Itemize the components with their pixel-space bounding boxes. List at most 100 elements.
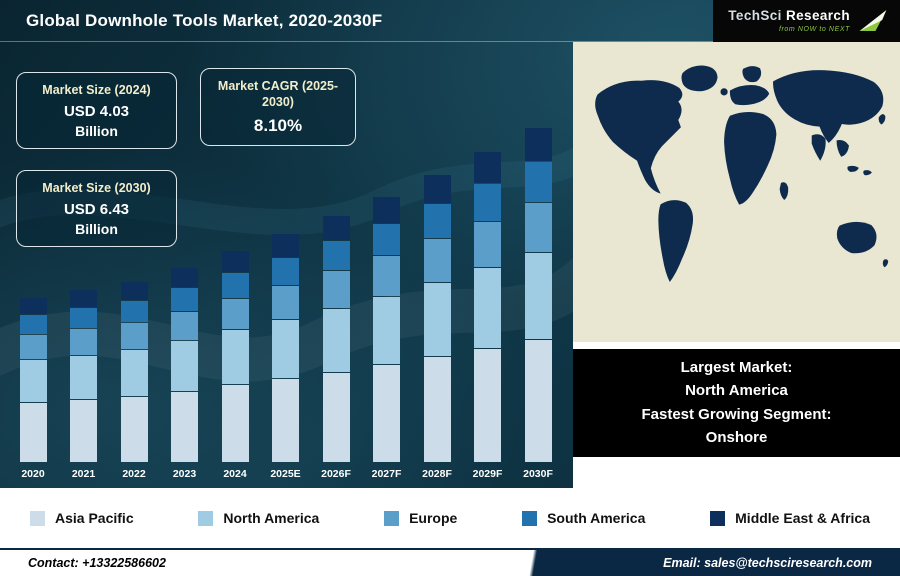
islands-japan bbox=[878, 114, 886, 125]
x-axis-label: 2020 bbox=[21, 468, 45, 480]
continent-south-america bbox=[658, 200, 694, 282]
bar-segment-europe bbox=[524, 202, 552, 252]
x-axis-label: 2022 bbox=[122, 468, 146, 480]
bar-segment-middle-east-africa bbox=[70, 290, 97, 308]
legend: Asia Pacific North America Europe South Ame… bbox=[0, 488, 900, 548]
bar-slot: 2022 bbox=[111, 282, 157, 482]
bar-segment-europe bbox=[171, 311, 198, 341]
bar-segment-europe bbox=[423, 238, 451, 282]
legend-swatch bbox=[710, 510, 726, 526]
bar-segment-south-america bbox=[120, 300, 148, 322]
stacked-bar-2024 bbox=[221, 251, 249, 462]
continent-europe bbox=[729, 85, 770, 106]
logo-wordmark: TechSci Research bbox=[728, 7, 850, 24]
highlight-line: Largest Market: bbox=[680, 358, 793, 376]
bar-slot: 2026F bbox=[313, 215, 359, 482]
x-axis-label: 2029F bbox=[472, 468, 503, 480]
stacked-bar-2030F bbox=[524, 128, 552, 462]
bar-slot: 2025E bbox=[263, 234, 309, 482]
callout-value: USD 4.03 bbox=[63, 103, 130, 121]
bar-segment-middle-east-africa bbox=[19, 298, 47, 315]
bar-segment-asia-pacific bbox=[423, 357, 451, 462]
bar-segment-south-america bbox=[221, 272, 249, 298]
bar-slot: 2029F bbox=[465, 152, 511, 482]
bar-segment-north-america bbox=[524, 252, 552, 339]
chart-panel: 2020 2021 2022 2023 2024 2025E 2026F 2027F 2028F… bbox=[0, 42, 573, 488]
bar-slot: 2023 bbox=[162, 267, 208, 482]
highlight-line: North America bbox=[685, 382, 788, 399]
islands-indonesia bbox=[847, 165, 872, 176]
logo-brand-primary: TechSci bbox=[728, 7, 782, 23]
continent-greenland bbox=[681, 65, 718, 92]
bar-segment-middle-east-africa bbox=[272, 234, 299, 258]
x-axis-label: 2026F bbox=[321, 468, 351, 480]
footer: Contact: +13322586602 Email: sales@techs… bbox=[0, 548, 900, 576]
bar-segment-asia-pacific bbox=[474, 348, 501, 462]
x-axis-label: 2025E bbox=[270, 468, 301, 480]
bar-segment-asia-pacific bbox=[221, 385, 249, 462]
bar-segment-south-america bbox=[524, 162, 552, 202]
header-divider bbox=[0, 41, 713, 42]
bar-segment-asia-pacific bbox=[373, 365, 400, 462]
bar-segment-north-america bbox=[423, 282, 451, 357]
bar-segment-europe bbox=[120, 322, 148, 350]
bar-segment-south-america bbox=[373, 224, 400, 256]
bar-segment-asia-pacific bbox=[120, 396, 148, 462]
bar-segment-asia-pacific bbox=[524, 339, 552, 462]
market-highlight-box: Largest Market: North America Fastest Gr… bbox=[573, 349, 900, 457]
stacked-bar-2025E bbox=[272, 234, 299, 462]
paper-plane-icon bbox=[859, 10, 887, 31]
legend-label: South America bbox=[547, 510, 646, 526]
header: Global Downhole Tools Market, 2020-2030F bbox=[0, 0, 900, 42]
bar-segment-north-america bbox=[120, 350, 148, 396]
bar-segment-south-america bbox=[474, 184, 501, 221]
legend-swatch bbox=[522, 510, 538, 526]
bar-segment-europe bbox=[221, 298, 249, 330]
bar-segment-south-america bbox=[70, 308, 97, 329]
bar-segment-middle-east-africa bbox=[171, 267, 198, 287]
bar-segment-middle-east-africa bbox=[322, 215, 350, 241]
stacked-bar-2021 bbox=[70, 290, 97, 462]
legend-item: Europe bbox=[384, 510, 457, 526]
bar-segment-north-america bbox=[373, 296, 400, 365]
region-british-isles bbox=[720, 88, 728, 96]
callout-value: 8.10% bbox=[253, 115, 303, 135]
island-madagascar bbox=[779, 182, 789, 201]
stacked-bar-2023 bbox=[171, 267, 198, 462]
bar-segment-middle-east-africa bbox=[423, 174, 451, 204]
bar-slot: 2030F bbox=[515, 128, 561, 482]
bar-segment-south-america bbox=[322, 241, 350, 271]
bar-segment-asia-pacific bbox=[322, 372, 350, 462]
callout-unit: Billion bbox=[75, 221, 118, 238]
bar-segment-south-america bbox=[423, 204, 451, 238]
callout-unit: Billion bbox=[75, 123, 118, 140]
bar-slot: 2028F bbox=[414, 174, 460, 482]
logo-text: TechSci Research from NOW to NEXT bbox=[728, 7, 850, 34]
callout-label: Market CAGR (2025-2030) bbox=[217, 79, 339, 110]
continent-north-america bbox=[595, 80, 683, 194]
bar-segment-asia-pacific bbox=[272, 379, 299, 462]
footer-contact: Contact: +13322586602 bbox=[28, 556, 166, 570]
bar-segment-north-america bbox=[171, 341, 198, 391]
bar-segment-asia-pacific bbox=[171, 391, 198, 462]
stacked-bar-2020 bbox=[19, 298, 47, 462]
legend-item: North America bbox=[198, 510, 319, 526]
bar-segment-north-america bbox=[70, 355, 97, 400]
x-axis-label: 2021 bbox=[71, 468, 96, 480]
bar-segment-middle-east-africa bbox=[221, 251, 249, 272]
page-title: Global Downhole Tools Market, 2020-2030F bbox=[26, 11, 383, 30]
bar-segment-south-america bbox=[19, 315, 47, 335]
legend-label: Asia Pacific bbox=[55, 510, 134, 526]
legend-swatch bbox=[30, 510, 45, 526]
region-india bbox=[811, 134, 826, 161]
x-axis-label: 2030F bbox=[523, 468, 553, 480]
bar-segment-middle-east-africa bbox=[373, 196, 400, 224]
legend-item: South America bbox=[522, 510, 645, 526]
bar-segment-south-america bbox=[171, 287, 198, 311]
market-cagr-callout: Market CAGR (2025-2030) 8.10% bbox=[200, 68, 356, 146]
x-axis-label: 2028F bbox=[422, 468, 452, 480]
stacked-bar-2027F bbox=[373, 196, 400, 462]
bar-segment-europe bbox=[373, 256, 400, 296]
bar-segment-north-america bbox=[272, 320, 299, 379]
bar-segment-europe bbox=[474, 221, 501, 268]
